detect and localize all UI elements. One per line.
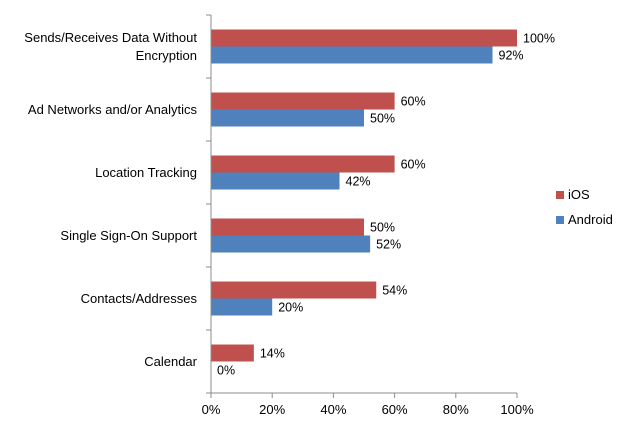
legend-swatch-ios [556, 191, 564, 199]
data-label-ios-0: 100% [523, 32, 555, 46]
category-label-2: Location Tracking [95, 165, 197, 180]
category-label-0: Sends/Receives Data Without Encryption [24, 30, 197, 63]
bar-android-0 [211, 46, 493, 64]
data-label-android-2: 42% [346, 175, 371, 189]
x-tick-label-0: 0% [202, 402, 221, 417]
category-label-4: Contacts/Addresses [81, 291, 198, 306]
x-tick-label-3: 60% [382, 402, 408, 417]
x-tick-label-2: 40% [320, 402, 346, 417]
x-tick-label-4: 80% [443, 402, 469, 417]
data-label-android-1: 50% [370, 112, 395, 126]
bar-ios-3 [211, 218, 364, 236]
bar-android-2 [211, 172, 340, 190]
bar-ios-4 [211, 281, 377, 299]
data-label-android-4: 20% [278, 301, 303, 315]
bar-ios-5 [211, 344, 254, 362]
category-labels: Sends/Receives Data Without Encryption Ad … [24, 30, 197, 369]
category-label-1: Ad Networks and/or Analytics [28, 102, 198, 117]
bar-android-3 [211, 235, 371, 253]
legend-label-android: Android [568, 212, 613, 227]
data-label-android-3: 52% [376, 238, 401, 252]
bar-android-4 [211, 298, 273, 316]
data-label-ios-5: 14% [260, 347, 285, 361]
x-tick-label-5: 100% [500, 402, 534, 417]
data-label-ios-3: 50% [370, 221, 395, 235]
data-label-ios-1: 60% [401, 95, 426, 109]
bar-ios-1 [211, 92, 395, 110]
data-label-ios-2: 60% [401, 158, 426, 172]
data-labels: 100% 92% 60% 50% 60% 42% 50% 52% 54% 20% 14% 0% [217, 32, 555, 378]
bar-ios-2 [211, 155, 395, 173]
bar-android-1 [211, 109, 364, 127]
data-label-ios-4: 54% [382, 284, 407, 298]
bars-group [211, 29, 517, 362]
category-label-3: Single Sign-On Support [60, 228, 197, 243]
x-tick-label-1: 20% [259, 402, 285, 417]
legend-swatch-android [556, 216, 564, 224]
data-label-android-0: 92% [499, 49, 524, 63]
axes-group: 0% 20% 40% 60% 80% 100% [202, 14, 534, 417]
legend: iOS Android [556, 187, 613, 227]
data-label-android-5: 0% [217, 364, 235, 378]
category-label-5: Calendar [144, 354, 197, 369]
bar-ios-0 [211, 29, 517, 47]
legend-label-ios: iOS [568, 187, 590, 202]
